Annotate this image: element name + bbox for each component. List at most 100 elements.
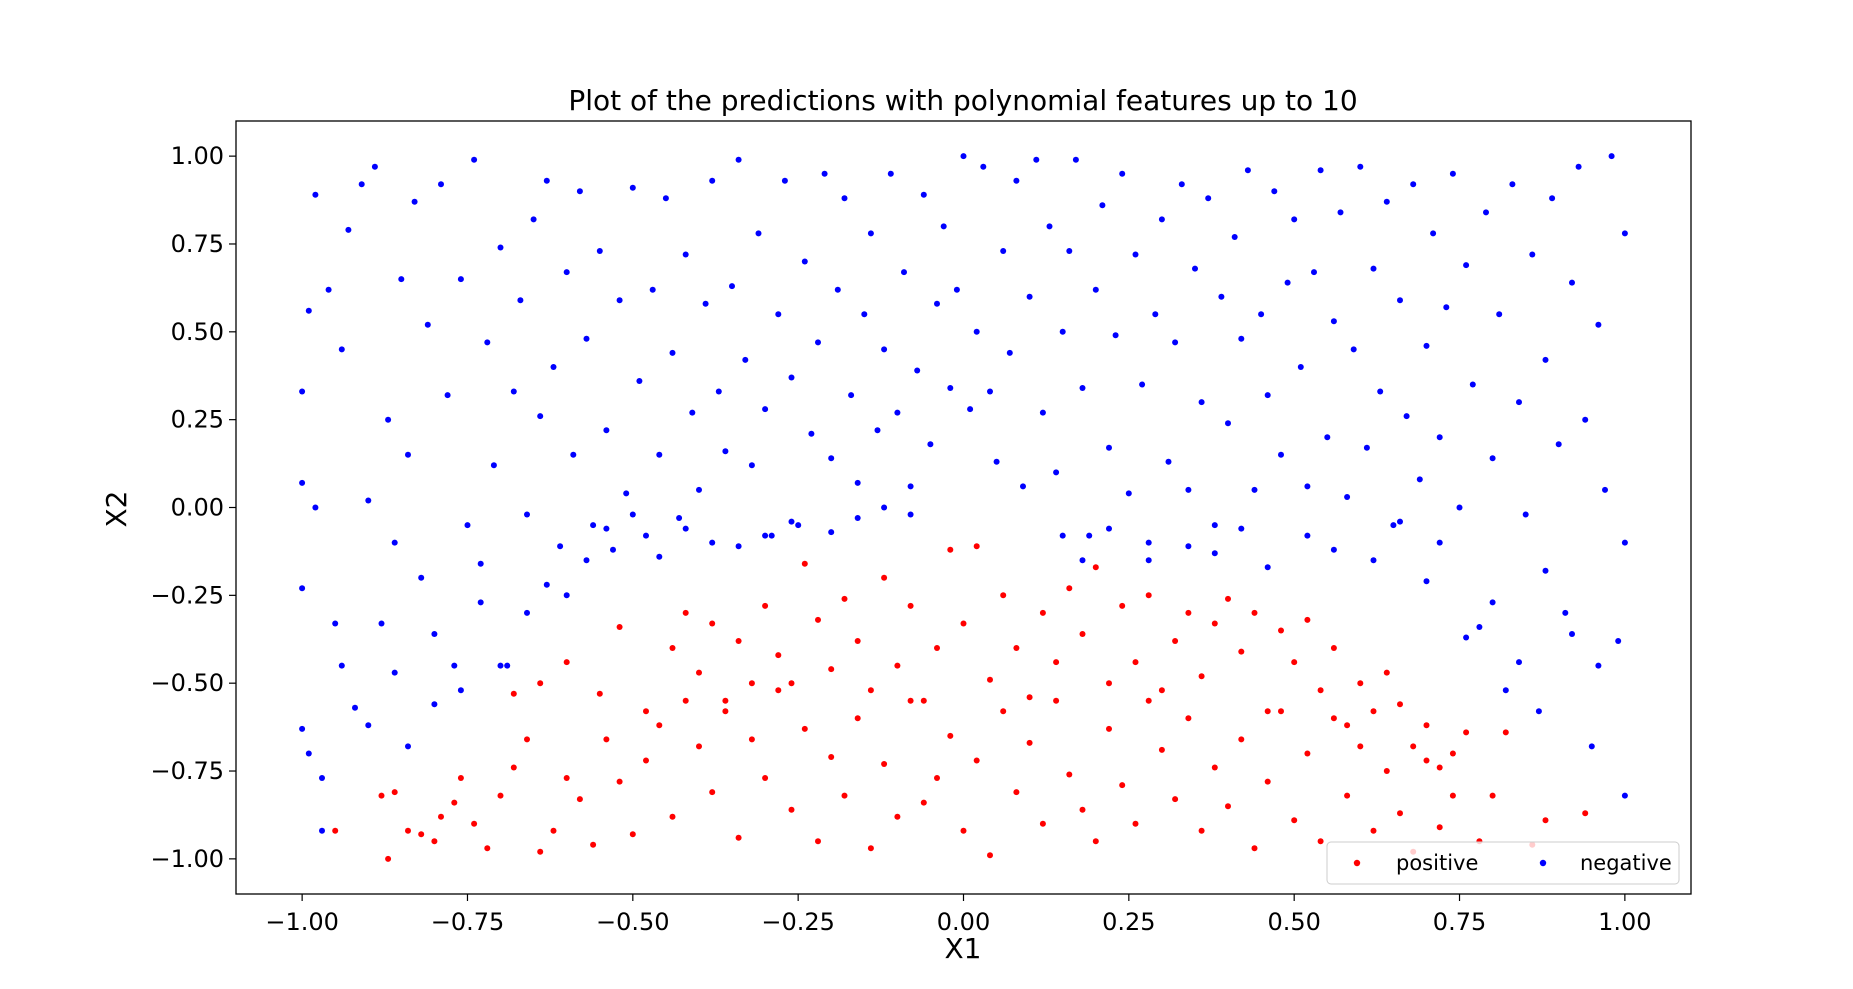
positive-point xyxy=(1383,768,1390,774)
positive-point xyxy=(1092,564,1099,571)
negative-point xyxy=(722,448,729,455)
legend-marker-negative xyxy=(1539,859,1547,867)
negative-point xyxy=(894,409,901,416)
positive-point xyxy=(722,697,729,704)
positive-point xyxy=(1436,764,1443,771)
positive-point xyxy=(1066,771,1073,778)
negative-point xyxy=(484,339,491,346)
negative-point xyxy=(424,321,431,328)
negative-point xyxy=(887,170,894,177)
negative-point xyxy=(1185,543,1192,550)
positive-point xyxy=(596,690,603,697)
negative-point xyxy=(1463,262,1470,269)
positive-point xyxy=(497,792,504,799)
negative-point xyxy=(405,451,411,458)
positive-point xyxy=(881,761,888,767)
positive-point xyxy=(894,813,901,820)
negative-point xyxy=(457,276,464,283)
negative-point xyxy=(1284,279,1291,286)
negative-point xyxy=(1106,444,1112,451)
negative-point xyxy=(1430,230,1437,237)
positive-point xyxy=(1158,746,1165,753)
negative-point xyxy=(953,286,960,293)
negative-point xyxy=(299,479,306,486)
negative-point xyxy=(1443,304,1450,311)
positive-point xyxy=(775,652,782,659)
positive-point xyxy=(1264,778,1271,785)
x-axis-title: X1 xyxy=(945,932,982,965)
negative-point xyxy=(1350,346,1357,353)
negative-point xyxy=(583,557,590,564)
negative-point xyxy=(1033,156,1040,163)
negative-point xyxy=(1013,177,1020,184)
negative-point xyxy=(934,300,940,307)
negative-point xyxy=(881,504,888,511)
positive-point xyxy=(1158,687,1165,694)
negative-point xyxy=(1278,451,1284,458)
negative-point xyxy=(636,378,643,384)
positive-point xyxy=(841,595,848,602)
negative-point xyxy=(927,441,934,448)
negative-point xyxy=(1330,318,1337,325)
negative-point xyxy=(808,430,815,437)
y-axis-title: X2 xyxy=(100,491,133,528)
negative-point xyxy=(1436,434,1443,441)
positive-point xyxy=(1357,680,1364,687)
positive-point xyxy=(1079,806,1086,813)
positive-point xyxy=(696,669,702,676)
y-tick-label: 0.00 xyxy=(171,494,224,522)
negative-point xyxy=(557,543,564,550)
negative-point xyxy=(729,283,735,290)
positive-point xyxy=(1370,827,1377,834)
plot-points xyxy=(299,153,1628,862)
positive-point xyxy=(960,827,967,834)
positive-point xyxy=(510,764,517,771)
negative-point xyxy=(1225,420,1231,427)
positive-point xyxy=(629,831,636,838)
positive-point xyxy=(576,796,583,803)
positive-point xyxy=(973,543,980,550)
negative-point xyxy=(1397,297,1403,304)
negative-point xyxy=(1086,532,1093,539)
negative-point xyxy=(1449,170,1456,177)
y-tick-label: 0.25 xyxy=(171,406,224,434)
positive-point xyxy=(1106,725,1112,732)
negative-point xyxy=(940,223,947,230)
positive-point xyxy=(735,638,742,644)
negative-point xyxy=(689,409,696,416)
negative-point xyxy=(1582,416,1589,423)
chart-title: Plot of the predictions with polynomial … xyxy=(568,84,1357,117)
plot-frame xyxy=(235,120,1692,895)
negative-point xyxy=(920,191,927,198)
negative-point xyxy=(312,191,319,198)
x-tick-label: 1.00 xyxy=(1598,908,1651,936)
negative-point xyxy=(1595,662,1602,669)
negative-point xyxy=(405,743,411,750)
negative-point xyxy=(299,725,306,732)
positive-point xyxy=(1000,592,1007,599)
negative-point xyxy=(1363,444,1370,451)
negative-point xyxy=(788,374,795,381)
positive-point xyxy=(801,560,808,567)
negative-point xyxy=(735,156,742,163)
x-tick-label: 0.75 xyxy=(1433,908,1486,936)
positive-point xyxy=(1119,602,1126,609)
negative-point xyxy=(299,388,306,395)
negative-point xyxy=(543,581,550,588)
negative-point xyxy=(312,504,319,511)
negative-point xyxy=(656,451,663,458)
positive-point xyxy=(1092,838,1099,845)
positive-point xyxy=(1132,659,1139,666)
positive-point xyxy=(1225,803,1231,810)
negative-point xyxy=(365,497,372,504)
positive-point xyxy=(1198,827,1205,834)
positive-point xyxy=(762,775,769,781)
negative-point xyxy=(1020,483,1026,490)
negative-point xyxy=(1370,557,1377,564)
positive-point xyxy=(1291,659,1298,666)
negative-point xyxy=(795,522,802,529)
negative-point xyxy=(781,177,788,184)
positive-point xyxy=(550,827,557,834)
positive-point xyxy=(881,574,888,581)
positive-point xyxy=(1039,609,1046,616)
